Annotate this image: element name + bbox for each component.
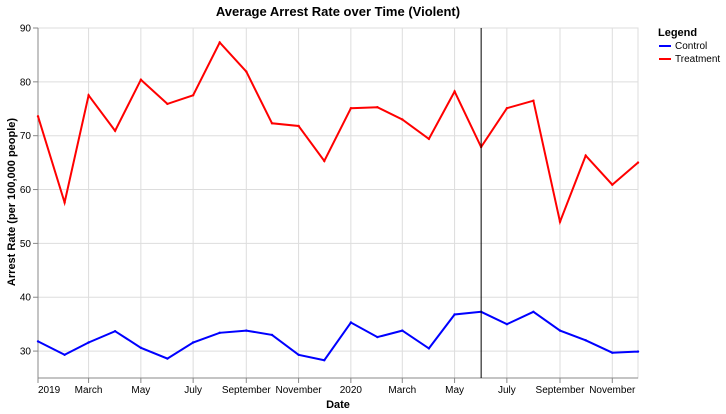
y-tick-label: 30 [20,347,32,358]
data-point-treatment [245,70,248,73]
data-point-treatment [636,161,640,164]
data-point-control [270,333,274,337]
data-point-treatment [558,220,562,223]
data-point-control [218,331,221,334]
data-point-treatment [532,99,535,102]
chart-title: Average Arrest Rate over Time (Violent) [216,4,460,19]
grid [37,27,639,379]
data-point-control [584,339,587,342]
data-point-control [297,353,300,356]
data-point-control [376,335,379,339]
data-point-control [558,329,562,332]
axes: 2019 March May July September November 2020 Mar… [20,24,638,396]
data-point-treatment [453,90,456,93]
y-axis-title: Arrest Rate (per 100,000 people) [6,118,18,286]
x-tick-label: 2019 [38,385,61,396]
data-point-control [323,359,326,362]
data-point-control [63,353,66,356]
data-point-treatment [297,124,300,128]
y-tick-label: 50 [20,239,32,250]
data-point-control [532,310,535,313]
data-point-treatment [87,94,90,97]
x-tick-label: July [498,385,516,396]
x-tick-label: September [536,385,586,396]
data-point-treatment [113,129,117,132]
x-tick-label: May [445,385,464,396]
x-tick-label: May [131,385,150,396]
x-tick-label: July [184,385,202,396]
series-group [36,28,640,378]
data-point-control [139,346,143,349]
data-point-control [166,357,169,360]
data-point-treatment [270,122,274,125]
plot-area [37,27,639,379]
y-tick-label: 60 [20,185,32,196]
data-point-treatment [166,102,169,106]
data-point-treatment [584,154,587,157]
y-tick-label: 90 [20,24,32,35]
x-tick-label: September [222,385,272,396]
data-point-treatment [505,107,509,110]
data-point-control [36,340,40,343]
x-tick-label: March [388,385,416,396]
y-tick-label: 40 [20,293,32,304]
series-line-treatment [37,40,639,226]
data-point-treatment [36,115,40,118]
legend: Legend Control Treatment [658,27,720,65]
data-point-treatment [401,118,404,121]
data-point-control [611,351,614,354]
legend-label-control: Control [675,41,707,52]
series-line-control [37,310,639,362]
x-tick-label: November [589,385,636,396]
data-point-treatment [139,78,143,81]
y-tick-label: 80 [20,77,32,88]
data-point-treatment [323,159,326,163]
data-point-control [453,313,456,316]
data-point-treatment [218,41,221,44]
data-point-treatment [191,94,195,97]
data-point-control [636,350,640,353]
x-tick-label: November [276,385,323,396]
data-point-treatment [611,183,614,186]
data-point-treatment [63,201,66,204]
data-point-control [113,330,117,333]
x-tick-label: March [75,385,103,396]
data-point-treatment [427,137,431,141]
data-point-treatment [376,106,379,109]
data-point-control [505,323,509,326]
y-tick-label: 70 [20,131,32,142]
data-point-control [349,321,353,324]
data-point-control [245,329,248,332]
data-point-control [191,341,195,344]
x-axis-title: Date [326,399,350,411]
legend-label-treatment: Treatment [675,54,720,65]
data-point-control [87,341,90,344]
x-tick-label: 2020 [340,385,363,396]
data-point-treatment [349,107,353,110]
data-point-control [401,329,404,332]
data-point-control [427,347,431,350]
legend-title: Legend [658,27,697,39]
